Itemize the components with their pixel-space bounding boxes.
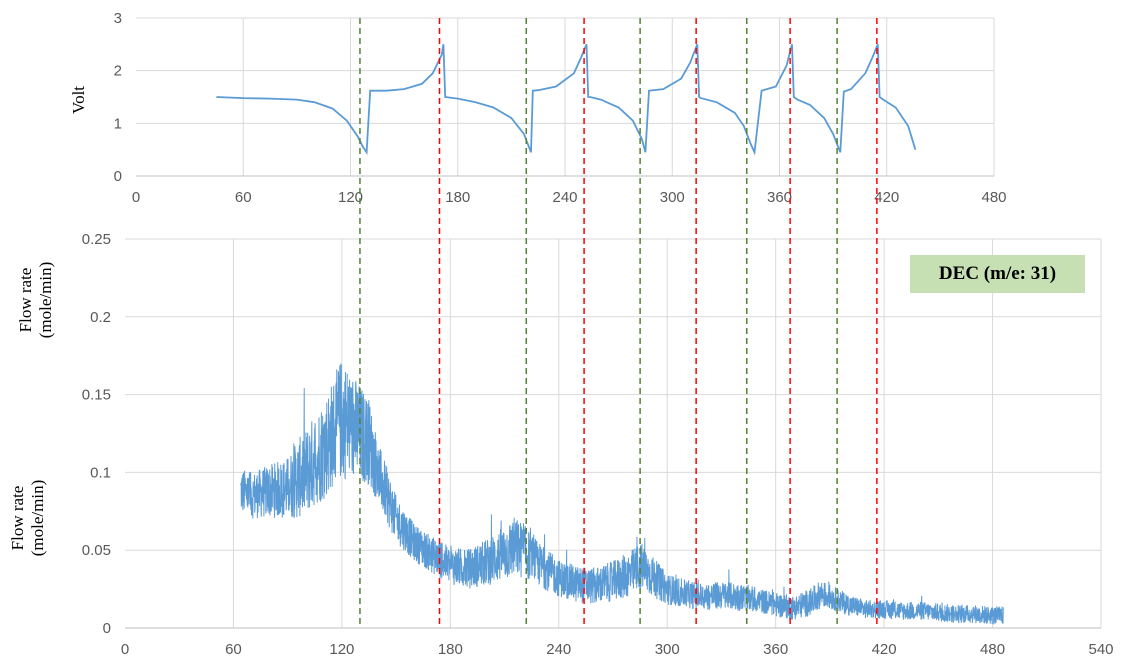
flow-rate-y-tick-labels: 0 0.05 0.1 0.15 0.2 0.25 <box>82 231 111 637</box>
flow-rate-x-tick-label: 360 <box>763 641 788 658</box>
voltage-x-tick-label: 480 <box>981 189 1006 206</box>
voltage-x-tick-label: 300 <box>660 189 685 206</box>
voltage-x-tick-label: 60 <box>235 189 252 206</box>
voltage-x-tick-label: 120 <box>338 189 363 206</box>
flow-rate-series <box>240 363 1004 625</box>
flow-rate-y-tick-label: 0.05 <box>82 542 111 559</box>
voltage-y-tick-label: 1 <box>114 115 122 132</box>
voltage-chart: 0 60 120 180 240 300 360 420 480 0 1 2 3 Volt <box>69 10 1007 206</box>
voltage-gridlines <box>136 17 995 177</box>
flow-rate-y-tick-label: 0.25 <box>82 231 111 248</box>
voltage-y-tick-label: 3 <box>114 10 122 27</box>
voltage-y-tick-label: 2 <box>114 63 122 80</box>
flow-rate-y-tick-label: 0.15 <box>82 387 111 404</box>
voltage-x-tick-label: 180 <box>445 189 470 206</box>
flow-rate-ylabel-upper-line2: (mole/min) <box>36 262 55 338</box>
voltage-x-tick-label: 240 <box>552 189 577 206</box>
flow-rate-x-tick-label: 540 <box>1088 641 1113 658</box>
flow-rate-x-tick-label: 120 <box>329 641 354 658</box>
flow-rate-ylabel-lower-line1: Flow rate <box>8 486 27 551</box>
voltage-x-tick-label: 0 <box>132 189 140 206</box>
cycle-marker-lines <box>359 18 878 628</box>
flow-rate-y-tick-label: 0.2 <box>90 309 111 326</box>
flow-rate-y-axis-label-lower: Flow rate (mole/min) <box>8 480 47 556</box>
voltage-x-tick-label: 420 <box>874 189 899 206</box>
flow-rate-x-tick-labels: 0 60 120 180 240 300 360 420 480 540 <box>121 641 1114 658</box>
flow-rate-y-tick-label: 0 <box>103 620 111 637</box>
flow-rate-x-tick-label: 180 <box>438 641 463 658</box>
flow-rate-ylabel-upper-line1: Flow rate <box>16 268 35 333</box>
flow-rate-y-tick-label: 0.1 <box>90 464 111 481</box>
flow-rate-x-tick-label: 300 <box>655 641 680 658</box>
flow-rate-x-tick-label: 60 <box>225 641 242 658</box>
flow-rate-chart: 0 60 120 180 240 300 360 420 480 540 0 0.05 0.1 0.15… <box>8 231 1114 658</box>
voltage-y-tick-label: 0 <box>114 168 122 185</box>
voltage-line <box>216 43 917 156</box>
voltage-series <box>216 43 917 156</box>
flow-rate-x-tick-label: 480 <box>980 641 1005 658</box>
annotation-badge: DEC (m/e: 31) <box>910 255 1085 293</box>
flow-rate-x-tick-label: 0 <box>121 641 129 658</box>
flow-rate-x-tick-label: 240 <box>546 641 571 658</box>
voltage-y-axis-label: Volt <box>69 86 88 114</box>
flow-rate-line <box>240 363 1004 625</box>
voltage-x-tick-labels: 0 60 120 180 240 300 360 420 480 <box>132 189 1007 206</box>
flow-rate-ylabel-lower-line2: (mole/min) <box>28 480 47 556</box>
voltage-x-tick-label: 360 <box>767 189 792 206</box>
voltage-y-tick-labels: 0 1 2 3 <box>114 10 122 185</box>
flow-rate-y-axis-label-upper: Flow rate (mole/min) <box>16 262 55 338</box>
flow-rate-x-tick-label: 420 <box>872 641 897 658</box>
